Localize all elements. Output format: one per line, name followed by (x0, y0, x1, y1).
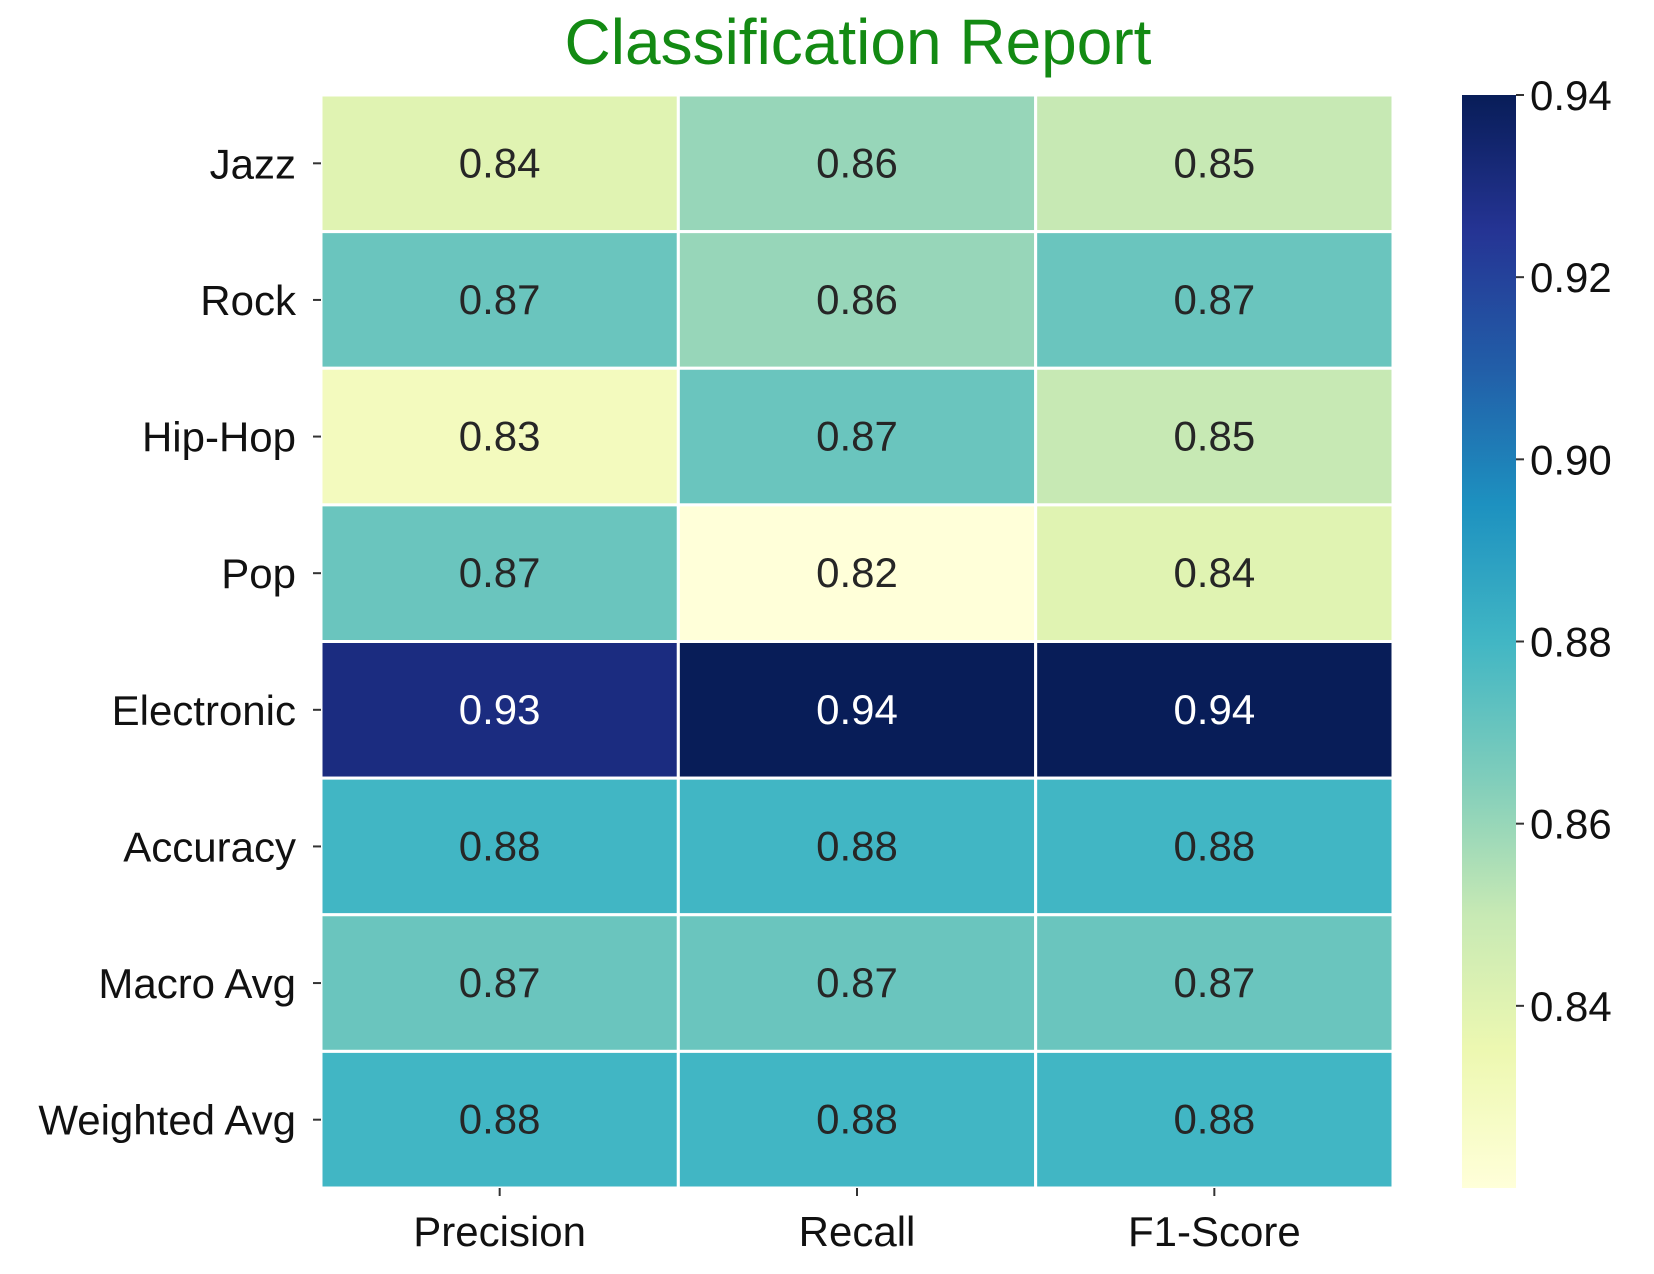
heatmap-cell-accuracy-f1-score (1034, 776, 1395, 917)
chart-title: Classification Report (565, 6, 1152, 78)
row-label-weighted-avg: Weighted Avg (38, 1097, 296, 1144)
cell-value-label: 0.94 (1173, 686, 1255, 733)
row-label-pop: Pop (221, 550, 296, 597)
column-label-f1-score: F1-Score (1128, 1208, 1301, 1255)
cell-value-label: 0.85 (1173, 413, 1255, 460)
cell-value-label: 0.88 (816, 1096, 898, 1143)
row-label-hip-hop: Hip-Hop (142, 414, 296, 461)
heatmap-cells: 0.84 0.86 0.85 0.87 0.86 0.87 0.83 0.87 0.85 0.87… (319, 93, 1395, 1190)
cell-value-label: 0.83 (459, 413, 541, 460)
heatmap-cell-weighted-avg-f1-score (1034, 1049, 1395, 1190)
colorbar-tick-label: 0.94 (1530, 72, 1612, 119)
cell-value-label: 0.93 (459, 686, 541, 733)
cell-value-label: 0.87 (816, 959, 898, 1006)
heatmap-cell-jazz-precision (319, 93, 680, 234)
cell-value-label: 0.88 (459, 822, 541, 869)
heatmap-cell-weighted-avg-precision (319, 1049, 680, 1190)
colorbar-tick-label: 0.84 (1530, 983, 1612, 1030)
heatmap-cell-electronic-f1-score (1034, 640, 1395, 780)
row-label-accuracy: Accuracy (123, 823, 296, 870)
heatmap-cell-rock-precision (319, 230, 680, 370)
cell-value-label: 0.86 (816, 276, 898, 323)
cell-value-label: 0.86 (816, 139, 898, 186)
heatmap-cell-jazz-recall (676, 93, 1038, 234)
cell-value-label: 0.87 (1173, 959, 1255, 1006)
colorbar-gradient (1462, 95, 1516, 1188)
heatmap-cell-hip-hop-recall (676, 366, 1038, 507)
cell-value-label: 0.87 (459, 549, 541, 596)
cell-value-label: 0.87 (459, 959, 541, 1006)
heatmap-cell-weighted-avg-recall (676, 1049, 1038, 1190)
heatmap-cell-macro-avg-f1-score (1034, 913, 1395, 1053)
row-label-macro-avg: Macro Avg (98, 960, 296, 1007)
cell-value-label: 0.88 (459, 1096, 541, 1143)
heatmap-cell-electronic-recall (676, 640, 1038, 780)
colorbar-tick-label: 0.86 (1530, 801, 1612, 848)
y-axis: Jazz Rock Hip-Hop Pop Electronic Accuracy Macr… (38, 140, 321, 1144)
heatmap-cell-jazz-f1-score (1034, 93, 1395, 234)
heatmap-cell-macro-avg-precision (319, 913, 680, 1053)
cell-value-label: 0.94 (816, 686, 898, 733)
colorbar-tick-label: 0.90 (1530, 436, 1612, 483)
cell-value-label: 0.82 (816, 549, 898, 596)
cell-value-label: 0.84 (1173, 549, 1255, 596)
row-label-electronic: Electronic (112, 687, 296, 734)
cell-value-label: 0.87 (816, 413, 898, 460)
cell-value-label: 0.88 (1173, 1096, 1255, 1143)
colorbar-ticks: 0.84 0.86 0.88 0.90 0.92 0.94 (1516, 72, 1612, 1030)
cell-value-label: 0.85 (1173, 139, 1255, 186)
colorbar-tick-label: 0.92 (1530, 254, 1612, 301)
cell-value-label: 0.88 (1173, 822, 1255, 869)
cell-value-label: 0.87 (459, 276, 541, 323)
cell-value-label: 0.88 (816, 822, 898, 869)
colorbar: 0.84 0.86 0.88 0.90 0.92 0.94 (1462, 72, 1612, 1188)
heatmap-cell-pop-f1-score (1034, 503, 1395, 643)
row-label-jazz: Jazz (210, 140, 296, 187)
heatmap-cell-macro-avg-recall (676, 913, 1038, 1053)
colorbar-tick-label: 0.88 (1530, 619, 1612, 666)
column-label-recall: Recall (799, 1208, 916, 1255)
cell-value-label: 0.84 (459, 139, 541, 186)
x-axis: Precision Recall F1-Score (413, 1188, 1301, 1255)
column-label-precision: Precision (413, 1208, 586, 1255)
heatmap-cell-pop-precision (319, 503, 680, 643)
heatmap-cell-accuracy-recall (676, 776, 1038, 917)
heatmap-cell-rock-f1-score (1034, 230, 1395, 370)
cell-value-label: 0.87 (1173, 276, 1255, 323)
row-label-rock: Rock (200, 277, 297, 324)
